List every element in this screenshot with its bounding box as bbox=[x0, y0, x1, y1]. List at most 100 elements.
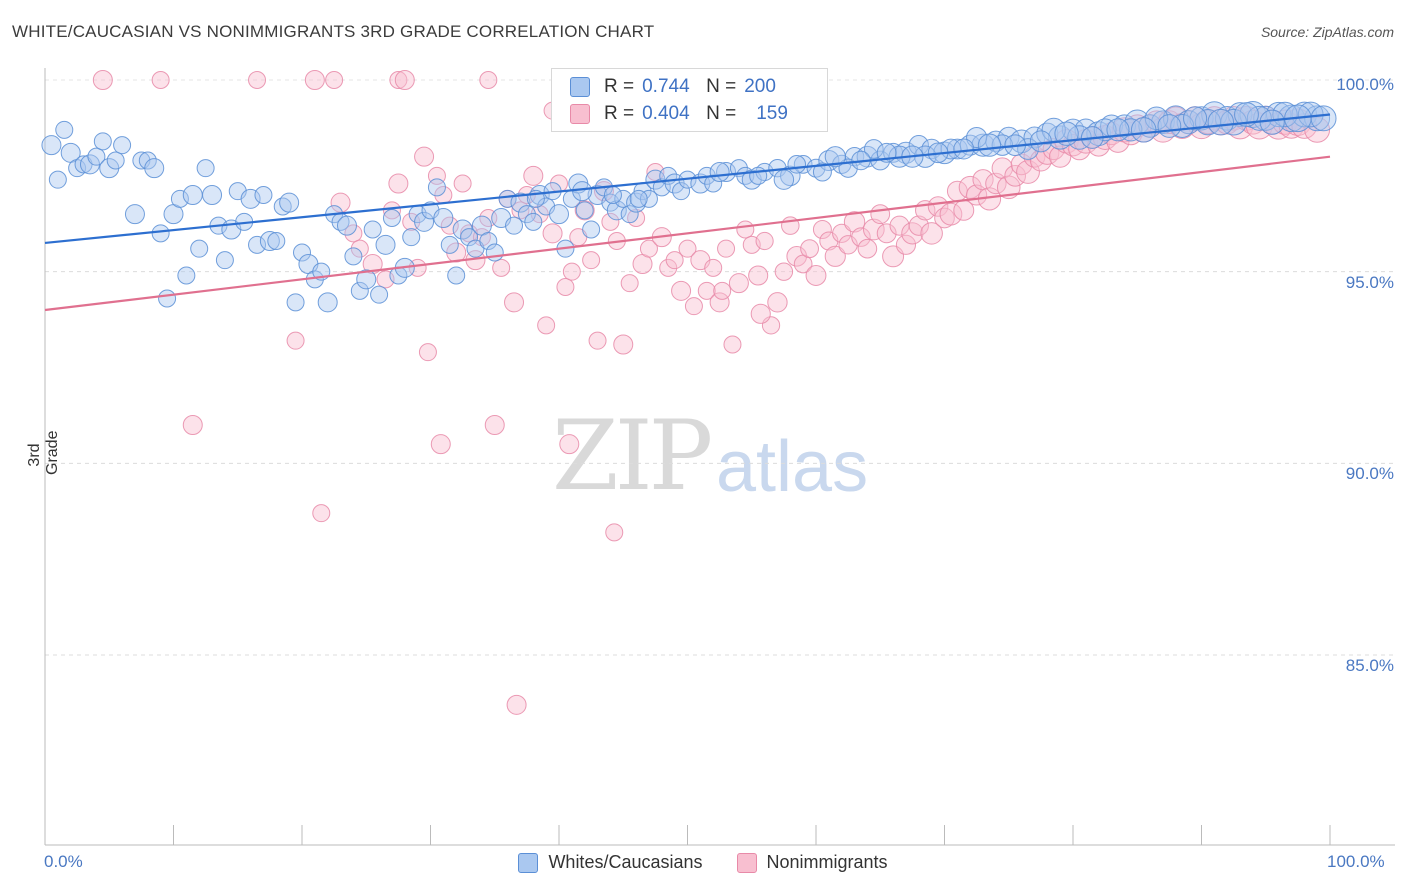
white-n-value: 200 bbox=[744, 76, 776, 97]
white-point bbox=[953, 138, 975, 160]
white-point bbox=[124, 204, 145, 225]
white-point bbox=[48, 170, 67, 189]
white-point bbox=[1310, 105, 1337, 132]
white-point bbox=[356, 269, 377, 290]
y-tick-label: 100.0% bbox=[1336, 75, 1394, 94]
nonimm-point bbox=[671, 280, 692, 301]
white-point bbox=[575, 201, 594, 220]
nonimm-point bbox=[382, 201, 401, 220]
nonimm-point bbox=[843, 211, 866, 233]
nonimm-point bbox=[304, 70, 325, 90]
nonimm-point bbox=[248, 71, 267, 89]
white-point bbox=[151, 224, 170, 243]
white-point bbox=[1170, 114, 1195, 138]
white-point bbox=[460, 228, 479, 247]
legend-item-nonimm[interactable]: Nonimmigrants bbox=[736, 852, 888, 873]
nonimm-point bbox=[362, 254, 383, 274]
white-point bbox=[517, 205, 536, 224]
legend-label-nonimm: Nonimmigrants bbox=[766, 852, 888, 872]
white-point bbox=[267, 232, 286, 250]
white-point bbox=[1151, 110, 1175, 135]
white-point bbox=[549, 204, 569, 225]
nonimm-point bbox=[736, 220, 755, 239]
nonimm-point bbox=[934, 207, 955, 229]
white-point bbox=[620, 205, 639, 224]
white-point bbox=[350, 281, 369, 300]
n-label: N = bbox=[706, 76, 737, 97]
y-tick-label: 95.0% bbox=[1345, 272, 1394, 292]
nonimm-point bbox=[574, 200, 595, 221]
white-point bbox=[1234, 102, 1259, 127]
white-point bbox=[749, 166, 768, 185]
nonimm-point bbox=[824, 245, 846, 267]
white-point bbox=[336, 215, 357, 236]
white-point bbox=[1029, 130, 1052, 153]
nonimm-point bbox=[767, 292, 788, 313]
white-point bbox=[824, 146, 846, 168]
nonimm-r-value: 0.404 bbox=[642, 103, 690, 124]
white-point bbox=[440, 235, 459, 254]
white-point bbox=[370, 285, 389, 304]
white-point bbox=[572, 181, 593, 202]
white-point bbox=[1086, 121, 1112, 147]
nonimm-point bbox=[484, 415, 505, 435]
legend: Whites/Caucasians Nonimmigrants bbox=[0, 852, 1406, 873]
white-point bbox=[709, 162, 730, 182]
nonimm-point bbox=[440, 216, 459, 235]
axes bbox=[44, 68, 1395, 846]
stats-row-nonimm: R = 0.404 N = 159 bbox=[570, 102, 788, 126]
white-point bbox=[524, 212, 543, 231]
white-point bbox=[196, 159, 215, 178]
white-point bbox=[704, 174, 723, 193]
nonimm-point bbox=[812, 220, 832, 239]
white-point bbox=[273, 197, 292, 216]
nonimm-point bbox=[697, 281, 716, 300]
nonimm-point bbox=[151, 71, 170, 89]
nonimm-point bbox=[678, 239, 697, 258]
nonimm-point bbox=[530, 205, 549, 224]
n-label: N = bbox=[706, 103, 737, 124]
white-legend-swatch-icon bbox=[518, 852, 539, 873]
white-point bbox=[1048, 125, 1073, 150]
white-point bbox=[479, 232, 498, 250]
white-point bbox=[793, 154, 813, 174]
nonimm-point bbox=[350, 239, 369, 258]
nonimm-point bbox=[996, 175, 1021, 200]
nonimm-point bbox=[582, 251, 601, 270]
nonimm-point bbox=[479, 71, 498, 89]
white-r-value: 0.744 bbox=[642, 76, 690, 97]
legend-item-white[interactable]: Whites/Caucasians bbox=[518, 852, 703, 873]
nonimm-point bbox=[605, 523, 624, 542]
white-point bbox=[144, 158, 165, 179]
nonimm-legend-swatch-icon bbox=[736, 852, 757, 873]
white-point bbox=[402, 228, 421, 247]
nonimm-point bbox=[939, 202, 963, 226]
white-point bbox=[1183, 106, 1208, 131]
nonimm-point bbox=[414, 146, 435, 167]
white-point bbox=[863, 139, 884, 159]
white-point bbox=[317, 292, 338, 313]
nonimm-point bbox=[755, 231, 774, 251]
white-point bbox=[215, 251, 234, 270]
white-point bbox=[248, 235, 267, 254]
nonimm-point bbox=[394, 70, 415, 90]
white-point bbox=[812, 162, 832, 182]
white-point bbox=[190, 239, 209, 258]
stats-box: R = 0.744 N = 200 R = 0.404 N = 159 bbox=[551, 68, 828, 132]
nonimm-point bbox=[523, 165, 544, 186]
white-point bbox=[113, 136, 132, 155]
white-point bbox=[279, 192, 300, 213]
white-point bbox=[158, 289, 177, 308]
nonimm-point bbox=[927, 196, 949, 217]
nonimm-point bbox=[800, 239, 819, 259]
nonimm-point bbox=[857, 238, 878, 259]
watermark-atlas: atlas bbox=[716, 427, 869, 507]
nonimm-point bbox=[1049, 145, 1072, 168]
nonimm-point bbox=[330, 192, 351, 213]
nonimm-point bbox=[542, 223, 563, 244]
white-point bbox=[202, 185, 223, 205]
r-label: R = bbox=[604, 76, 635, 97]
nonimm-point bbox=[613, 334, 634, 355]
nonimm-point bbox=[728, 273, 749, 294]
